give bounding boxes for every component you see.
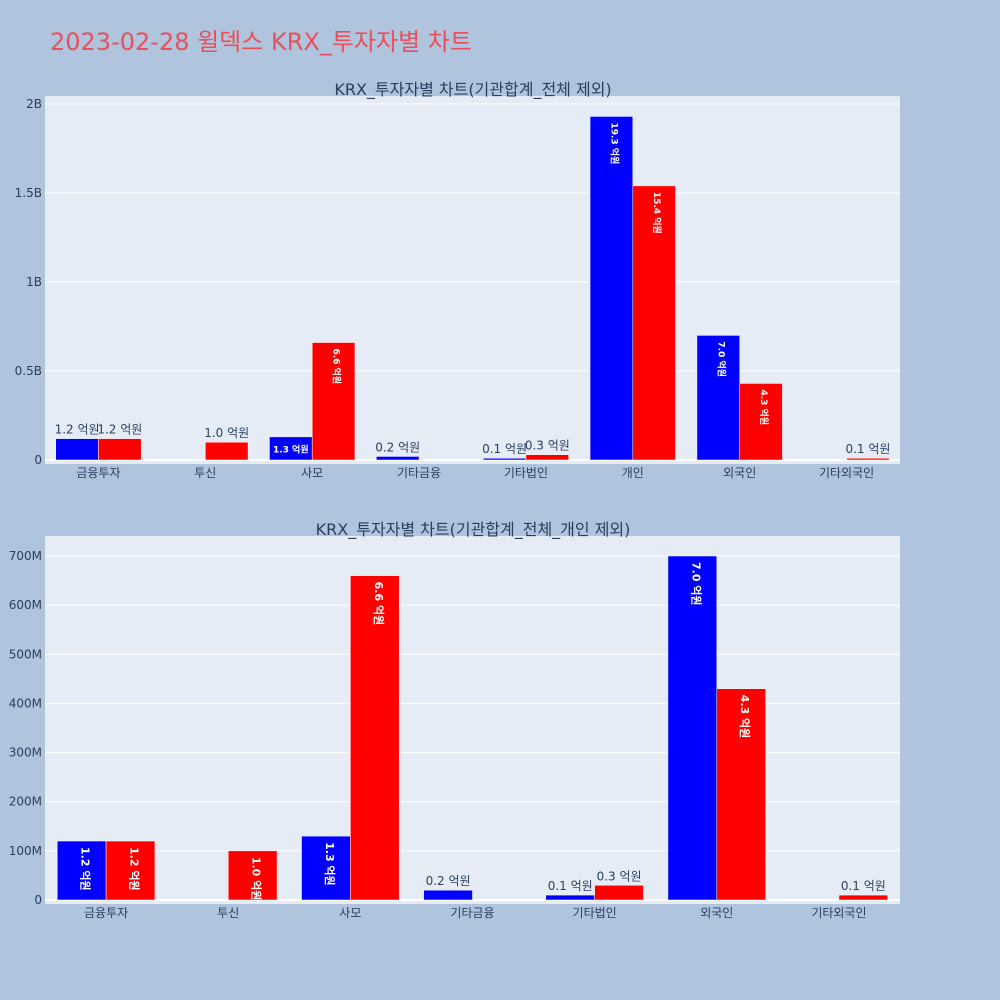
sell-bar [739,383,783,461]
buy-bar [56,840,107,901]
buy-bar [423,889,473,901]
bar-data-label: 6.6 억원 [372,582,386,626]
plot-area [45,536,900,904]
y-tick-label: 600M [9,598,42,612]
y-tick-label: 200M [9,795,42,809]
y-tick-label: 0.5B [15,364,42,378]
x-tick-label: 기타외국인 [819,466,874,480]
sell-bar [205,441,249,461]
bar-data-label: 0.2 억원 [426,874,471,888]
buy-bar [55,438,99,461]
chart-panel-2: 0 100M 200M 300M 400M 500M 600M 700M KRX_투자자별 차트… [9,520,900,920]
buy-bar [301,835,351,901]
buy-bar [482,457,527,461]
bar-data-label: 4.3 억원 [738,695,752,739]
bar-data-label: 19.3 억원 [608,122,620,164]
bar-data-label: 15.4 억원 [651,192,663,234]
bar-data-label: 1.2 억원 [55,423,100,437]
bar-data-label: 0.1 억원 [482,442,527,456]
x-tick-label: 기타법인 [504,466,548,480]
x-tick-label: 기타금융 [397,466,441,480]
x-tick-label: 사모 [301,466,323,480]
bar-data-label: 0.3 억원 [525,439,570,453]
bar-data-label: 1.3 억원 [323,842,337,886]
bar-data-label: 1.2 억원 [79,847,93,891]
sell-bar [350,575,400,901]
bar-data-label: 7.0 억원 [689,562,703,606]
y-tick-label: 100M [9,844,42,858]
y-tick-label: 400M [9,696,42,710]
page-title: 2023-02-28 윌덱스 KRX_투자자별 차트 [50,28,472,56]
bar-data-label: 0.1 억원 [548,879,593,893]
x-tick-label: 외국인 [700,906,733,920]
y-tick-label: 2B [26,97,42,111]
sell-bar [525,454,569,461]
sell-bar [838,894,889,901]
sell-bar [227,850,278,901]
x-tick-label: 금융투자 [76,466,120,480]
y-tick-label: 500M [9,647,42,661]
x-tick-label: 외국인 [723,466,756,480]
sell-bar [594,885,644,901]
x-tick-label: 기타금융 [450,906,494,920]
sell-bar [716,688,766,901]
buy-bar [667,555,718,901]
bar-data-label: 6.6 억원 [331,349,343,385]
y-tick-label: 0 [34,893,42,907]
sell-bar [98,438,142,461]
y-tick-label: 0 [34,453,42,467]
bar-data-label: 7.0 억원 [715,341,727,377]
sell-bar [846,457,890,461]
buy-bar [589,116,634,461]
x-tick-label: 기타법인 [573,906,617,920]
bar-data-label: 0.2 억원 [375,440,420,454]
buy-bar [376,456,420,461]
x-tick-label: 개인 [622,466,644,480]
chart-title: KRX_투자자별 차트(기관합계_전체_개인 제외) [316,520,631,540]
chart-panel-1: 0 0.5B 1B 1.5B 2B KRX_투자자별 차트(기관합계_전체 제외) 금융투자… [15,80,900,480]
bar-data-label: 1.2 억원 [97,423,142,437]
buy-bar [696,335,740,461]
bar-data-label: 0.3 억원 [597,869,642,883]
bar-data-label: 0.1 억원 [841,879,886,893]
sell-bar [311,342,356,461]
sell-bar [105,840,156,901]
x-tick-label: 금융투자 [84,906,128,920]
bar-data-label: 4.3 억원 [758,389,770,425]
bar-data-label: 1.0 억원 [250,857,264,901]
bar-data-label: 0.1 억원 [845,442,890,456]
chart-title: KRX_투자자별 차트(기관합계_전체 제외) [334,80,611,100]
bar-data-label: 1.2 억원 [128,847,142,891]
x-tick-label: 기타외국인 [811,906,866,920]
x-tick-label: 투신 [217,906,239,920]
y-tick-label: 1B [26,275,42,289]
bar-data-label: 1.0 억원 [204,426,249,440]
y-tick-label: 1.5B [15,186,42,200]
x-tick-label: 사모 [339,906,361,920]
y-tick-label: 300M [9,746,42,760]
buy-bar [545,894,595,901]
x-tick-label: 투신 [194,466,216,480]
sell-bar [632,185,676,461]
y-tick-label: 700M [9,549,42,563]
bar-data-label: 1.3 억원 [273,443,309,455]
